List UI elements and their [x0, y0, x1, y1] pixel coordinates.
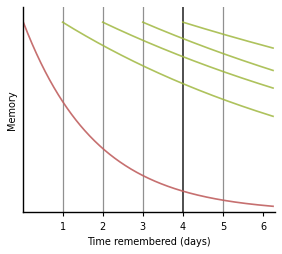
Y-axis label: Memory: Memory — [7, 90, 17, 130]
X-axis label: Time remembered (days): Time remembered (days) — [87, 237, 211, 247]
